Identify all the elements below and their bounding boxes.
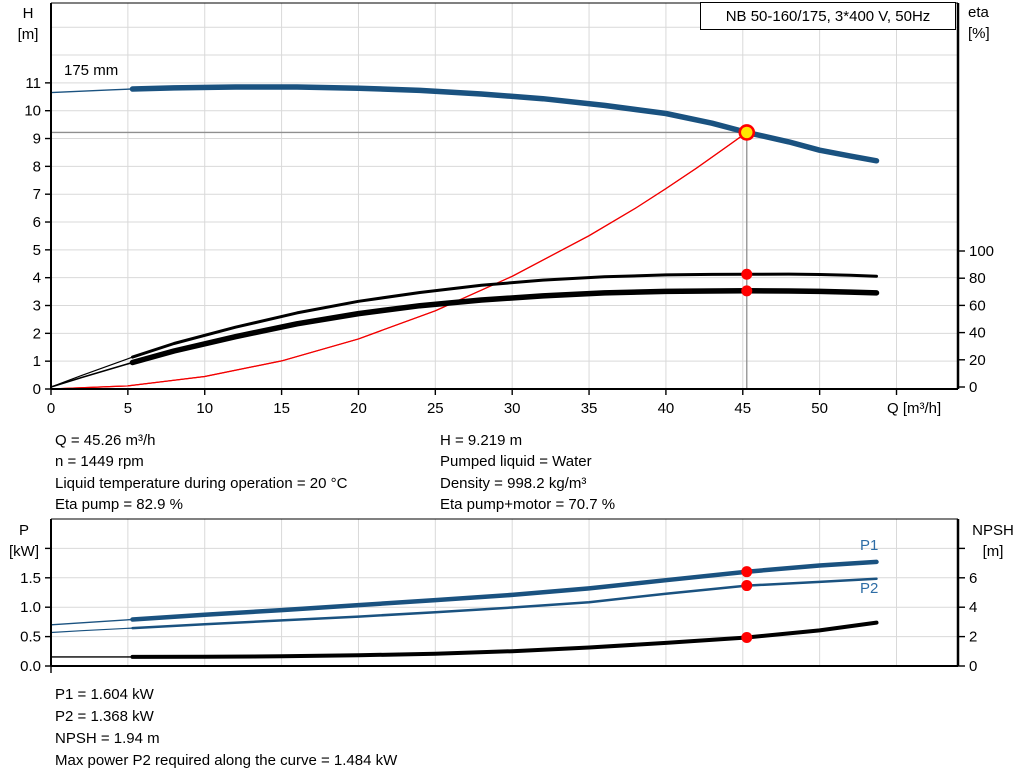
duty-point xyxy=(738,124,756,141)
q-tick-label: 20 xyxy=(350,400,367,417)
npsh-tick-label: 6 xyxy=(969,570,977,587)
curve-eta-pump-motor xyxy=(129,288,880,366)
curve-system-curve xyxy=(50,131,748,390)
curve-p2-thin xyxy=(50,627,134,634)
info-pumped-liquid: Pumped liquid = Water xyxy=(440,453,592,471)
eta-tick-label: 0 xyxy=(969,379,977,396)
h-tick-label: 1 xyxy=(33,353,41,370)
curve-p1-thin xyxy=(50,618,134,626)
q-tick-label: 30 xyxy=(504,400,521,417)
h-tick-label: 8 xyxy=(33,158,41,175)
p1-duty-dot xyxy=(741,566,753,578)
h-tick-label: 9 xyxy=(33,131,41,148)
p-tick-label: 0.5 xyxy=(20,629,41,646)
curve-head-175mm xyxy=(129,84,880,164)
p2-series-label: P2 xyxy=(860,580,879,597)
npsh-tick-label: 4 xyxy=(969,599,977,616)
eta-tick-label: 60 xyxy=(969,297,986,314)
npsh-tick-label: 2 xyxy=(969,629,977,646)
info-eta-pump: Eta pump = 82.9 % xyxy=(55,496,183,514)
eta-tick-label: 100 xyxy=(969,243,994,260)
duty-info-left: Q = 45.26 m³/h n = 1449 rpm Liquid tempe… xyxy=(55,430,347,516)
pump-title: NB 50-160/175, 3*400 V, 50Hz xyxy=(725,7,931,25)
npsh-tick-label: 0 xyxy=(969,658,977,675)
curve-eta-pump xyxy=(131,272,878,359)
info-p1: P1 = 1.604 kW xyxy=(55,686,154,703)
info-flow: Q = 45.26 m³/h xyxy=(55,432,156,449)
h-tick-label: 10 xyxy=(24,103,41,120)
q-tick-label: 25 xyxy=(427,400,444,417)
h-tick-label: 3 xyxy=(33,298,41,315)
power-info: P1 = 1.604 kW P2 = 1.368 kW NPSH = 1.94 … xyxy=(55,684,397,772)
q-tick-label: 45 xyxy=(734,400,751,417)
h-tick-label: 4 xyxy=(33,270,41,287)
h-tick-label: 6 xyxy=(33,214,41,231)
h-tick-label: 5 xyxy=(33,242,41,259)
eta-axis-label: eta [%] xyxy=(968,4,990,42)
pump-title-box: NB 50-160/175, 3*400 V, 50Hz xyxy=(700,2,956,30)
eta-pump-duty-dot xyxy=(741,268,753,280)
info-liquid-temp: Liquid temperature during operation = 20… xyxy=(55,474,348,492)
eta-tick-label: 20 xyxy=(969,352,986,369)
q-tick-label: 35 xyxy=(581,400,598,417)
impeller-diameter-label: 175 mm xyxy=(64,62,119,79)
p-tick-label: 0.0 xyxy=(20,658,41,675)
h-tick-label: 7 xyxy=(33,186,41,203)
info-head: H = 9.219 m xyxy=(440,432,523,449)
npsh-duty-dot xyxy=(741,631,753,643)
q-tick-label: 5 xyxy=(124,400,132,417)
power-npsh-chart: 0.0 0.5 1.0 1.5 0 2 4 6 xyxy=(20,518,977,675)
curve-p1 xyxy=(130,559,879,622)
curve-npsh xyxy=(130,620,879,659)
q-axis-label: Q [m³/h] xyxy=(887,400,942,417)
h-tick-label: 2 xyxy=(33,325,41,342)
p-tick-label: 1.0 xyxy=(20,599,41,616)
eta-tick-label: 40 xyxy=(969,325,986,342)
h-tick-label: 11 xyxy=(25,75,41,92)
p2-duty-dot xyxy=(741,580,753,592)
p1-series-label: P1 xyxy=(860,537,879,554)
duty-info-right: H = 9.219 m Pumped liquid = Water Densit… xyxy=(440,430,615,516)
curve-head-175mm-thin xyxy=(50,88,134,94)
eta-tick-label: 80 xyxy=(969,270,986,287)
h-axis-label: H [m] xyxy=(17,5,39,43)
curve-eta-pump-thin xyxy=(50,356,134,388)
info-p2: P2 = 1.368 kW xyxy=(55,708,154,725)
info-speed: n = 1449 rpm xyxy=(55,453,144,471)
q-tick-label: 10 xyxy=(196,400,213,417)
info-eta-pump-motor: Eta pump+motor = 70.7 % xyxy=(440,496,616,514)
info-npsh: NPSH = 1.94 m xyxy=(55,730,160,747)
h-tick-label: 0 xyxy=(33,381,41,398)
eta-pump-motor-duty-dot xyxy=(741,285,753,297)
npsh-axis-label: NPSH [m] xyxy=(972,522,1014,560)
q-tick-label: 40 xyxy=(658,400,675,417)
curve-p2 xyxy=(131,577,878,630)
p-axis-label: P [kW] xyxy=(9,522,39,560)
q-tick-label: 50 xyxy=(811,400,828,417)
info-density: Density = 998.2 kg/m³ xyxy=(440,474,587,492)
curve-eta-pump-motor-thin xyxy=(50,361,134,388)
q-tick-label: 0 xyxy=(47,400,55,417)
p-tick-label: 1.5 xyxy=(20,570,41,587)
q-tick-label: 15 xyxy=(273,400,290,417)
info-max-p2: Max power P2 required along the curve = … xyxy=(55,752,398,769)
